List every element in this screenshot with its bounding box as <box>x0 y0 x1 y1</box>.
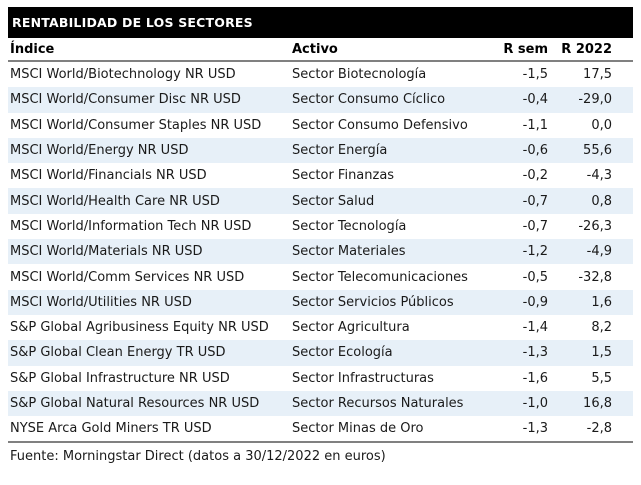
sector-returns-table: Índice Activo R sem R 2022 MSCI World/Bi… <box>8 38 633 444</box>
r2022-cell: 5,5 <box>591 370 612 386</box>
indice-cell: NYSE Arca Gold Miners TR USD <box>8 416 292 444</box>
table-header: Índice Activo R sem R 2022 <box>8 38 633 62</box>
table-row: MSCI World/Comm Services NR USD Sector T… <box>8 264 633 289</box>
column-header-activo: Activo <box>292 38 488 62</box>
indice-cell: MSCI World/Comm Services NR USD <box>10 269 245 285</box>
indice-cell: S&P Global Clean Energy TR USD <box>10 345 226 361</box>
indice-cell: S&P Global Agribusiness Equity NR USD <box>10 320 269 336</box>
rsem-cell: -1,1 <box>522 117 548 133</box>
indice-cell: MSCI World/Health Care NR USD <box>10 193 220 209</box>
table-row: MSCI World/Biotechnology NR USD Sector B… <box>8 61 633 87</box>
indice-cell: MSCI World/Utilities NR USD <box>10 294 192 310</box>
activo-cell: Sector Biotecnología <box>292 67 427 83</box>
activo-cell: Sector Energía <box>292 143 388 159</box>
rsem-cell: -1,3 <box>488 416 548 444</box>
rsem-cell: -0,4 <box>522 92 548 108</box>
indice-cell: S&P Global Natural Resources NR USD <box>10 396 260 411</box>
table-row: S&P Global Natural Resources NR USD Sect… <box>8 390 633 417</box>
report-title-bar: RENTABILIDAD DE LOS SECTORES <box>8 7 633 38</box>
rsem-cell: -0,6 <box>522 143 548 159</box>
rsem-cell: -1,0 <box>522 396 548 411</box>
r2022-cell: -32,8 <box>578 269 612 285</box>
column-header-rsem: R sem <box>488 38 548 62</box>
rsem-cell: -0,2 <box>522 168 548 184</box>
table-row: MSCI World/Consumer Disc NR USD Sector C… <box>8 87 633 113</box>
r2022-cell: -2,8 <box>548 416 633 444</box>
table-body: MSCI World/Biotechnology NR USD Sector B… <box>8 61 633 444</box>
indice-cell: MSCI World/Consumer Staples NR USD <box>10 117 262 133</box>
rsem-cell: -1,3 <box>522 345 548 361</box>
table-row: S&P Global Agribusiness Equity NR USD Se… <box>8 315 633 340</box>
indice-cell: MSCI World/Energy NR USD <box>10 143 189 159</box>
activo-cell: Sector Servicios Públicos <box>292 294 454 310</box>
activo-cell: Sector Materiales <box>292 244 406 260</box>
activo-cell: Sector Tecnología <box>292 218 407 234</box>
r2022-cell: -4,3 <box>586 168 612 184</box>
r2022-cell: -29,0 <box>578 92 612 108</box>
r2022-cell: 0,8 <box>591 193 612 209</box>
r2022-cell: 17,5 <box>583 67 612 83</box>
column-header-indice: Índice <box>8 38 292 62</box>
indice-cell: S&P Global Infrastructure NR USD <box>10 370 230 386</box>
rsem-cell: -0,5 <box>522 269 548 285</box>
rsem-cell: -1,5 <box>522 67 548 83</box>
indice-cell: MSCI World/Information Tech NR USD <box>10 218 252 234</box>
r2022-cell: 0,0 <box>591 117 612 133</box>
indice-cell: MSCI World/Biotechnology NR USD <box>10 67 236 83</box>
activo-cell: Sector Finanzas <box>292 168 395 184</box>
activo-cell: Sector Telecomunicaciones <box>292 269 468 285</box>
table-row: MSCI World/Health Care NR USD Sector Sal… <box>8 188 633 214</box>
r2022-cell: 1,6 <box>591 294 612 310</box>
rsem-cell: -0,7 <box>522 193 548 209</box>
r2022-cell: 1,5 <box>591 345 612 361</box>
r2022-cell: -4,9 <box>586 244 612 260</box>
activo-cell: Sector Infrastructuras <box>292 370 434 386</box>
indice-cell: MSCI World/Materials NR USD <box>10 244 203 260</box>
indice-cell: MSCI World/Consumer Disc NR USD <box>10 92 241 108</box>
table-row: S&P Global Infrastructure NR USD Sector … <box>8 366 633 391</box>
table-row: MSCI World/Utilities NR USD Sector Servi… <box>8 289 633 315</box>
table-row: MSCI World/Financials NR USD Sector Fina… <box>8 163 633 188</box>
rsem-cell: -0,9 <box>522 294 548 310</box>
rsem-cell: -1,6 <box>522 370 548 386</box>
activo-cell: Sector Salud <box>292 193 375 209</box>
r2022-cell: -26,3 <box>578 218 612 234</box>
activo-cell: Sector Recursos Naturales <box>292 396 464 411</box>
table-row: MSCI World/Energy NR USD Sector Energía … <box>8 137 633 164</box>
table-row: S&P Global Clean Energy TR USD Sector Ec… <box>8 340 633 366</box>
r2022-cell: 16,8 <box>583 396 612 411</box>
r2022-cell: 8,2 <box>591 320 612 336</box>
activo-cell: Sector Consumo Cíclico <box>292 92 446 108</box>
indice-cell: MSCI World/Financials NR USD <box>10 168 207 184</box>
activo-cell: Sector Ecología <box>292 345 393 361</box>
r2022-cell: 55,6 <box>583 143 612 159</box>
rsem-cell: -1,4 <box>522 320 548 336</box>
table-row: MSCI World/Information Tech NR USD Secto… <box>8 214 633 239</box>
activo-cell: Sector Agricultura <box>292 320 410 336</box>
column-header-r2022: R 2022 <box>548 38 633 62</box>
table-row: MSCI World/Materials NR USD Sector Mater… <box>8 239 633 265</box>
table-row: NYSE Arca Gold Miners TR USD Sector Mina… <box>8 416 633 444</box>
source-note: Fuente: Morningstar Direct (datos a 30/1… <box>10 449 386 465</box>
rsem-cell: -0,7 <box>522 218 548 234</box>
table-row: MSCI World/Consumer Staples NR USD Secto… <box>8 113 633 138</box>
activo-cell: Sector Consumo Defensivo <box>292 117 468 133</box>
sector-returns-report: RENTABILIDAD DE LOS SECTORES Índice Acti… <box>8 7 633 464</box>
rsem-cell: -1,2 <box>522 244 548 260</box>
activo-cell: Sector Minas de Oro <box>292 416 488 444</box>
